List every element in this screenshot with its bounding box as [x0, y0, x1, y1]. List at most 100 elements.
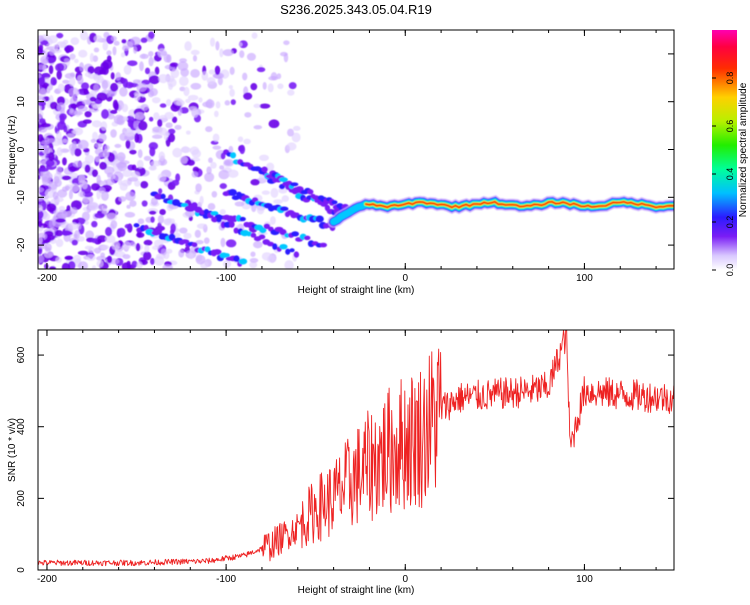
spectrogram-cell — [165, 122, 173, 129]
spectrogram-cell — [228, 84, 234, 90]
spectrogram-cell — [163, 133, 168, 141]
spectrogram-cell — [204, 172, 215, 183]
spectrogram-cell — [283, 40, 290, 46]
spectrogram-cell — [72, 160, 83, 168]
spectrogram-cell — [41, 73, 51, 78]
spectrogram-cell — [267, 83, 274, 93]
spectrogram-cell — [85, 99, 92, 106]
spectrogram-cell — [220, 152, 226, 160]
snr-x-tick-label-2: 0 — [402, 574, 408, 585]
spectrogram-cell — [106, 50, 112, 56]
spectrogram-cell — [93, 35, 103, 43]
spectrogram-cell — [72, 254, 82, 263]
spectrogram-cell — [144, 245, 150, 253]
spectrogram-cell — [289, 248, 295, 253]
spectrogram-cell — [246, 52, 256, 61]
spectrogram-cell — [39, 87, 47, 98]
spectrogram-cell — [38, 109, 44, 119]
spectrogram-cell — [269, 216, 276, 225]
spectrogram-x-label: Height of straight line (km) — [298, 285, 415, 296]
spectrogram-cell — [179, 227, 188, 234]
spectrogram-cell — [233, 227, 239, 234]
spectrogram-cell — [158, 73, 169, 84]
spectrogram-cell — [85, 230, 94, 240]
spectrogram-cell — [130, 171, 141, 178]
spectrogram-cell — [77, 236, 85, 242]
spectrogram-cell — [57, 189, 68, 198]
spectrogram-cell — [136, 159, 144, 169]
spectrogram-cell — [129, 241, 136, 247]
spectrogram-cell — [41, 176, 49, 186]
spectrogram-cell — [141, 200, 148, 207]
spectrogram-cell — [38, 175, 41, 180]
spectrogram-cell — [151, 96, 161, 104]
spectrogram-cell — [109, 109, 118, 115]
spectrogram-cell — [88, 201, 99, 211]
spectrogram-cell — [171, 116, 178, 123]
spectrogram-cell — [148, 31, 155, 40]
spectrogram-cell — [307, 189, 314, 195]
spectrogram-cell — [87, 65, 95, 74]
spectrogram-cell — [57, 209, 67, 219]
spectrogram-cell — [102, 148, 110, 159]
spectrogram-cell — [178, 249, 185, 258]
spectrogram-cell — [224, 160, 231, 166]
spectrogram-cell — [287, 128, 294, 137]
spectrogram-y-label: Frequency (Hz) — [7, 116, 18, 185]
spectrogram-cell — [125, 191, 136, 201]
spectrogram-cell — [39, 140, 50, 145]
spectrogram-cell — [148, 116, 154, 122]
spectrogram-cell — [315, 215, 324, 223]
spectrogram-cell — [185, 98, 191, 104]
spectrogram-cell — [44, 247, 51, 252]
spectrogram-cell — [211, 190, 218, 198]
colorbar-ticks: 0.0 0.2 0.4 0.6 0.8 — [712, 72, 735, 276]
spectrogram-cell — [137, 149, 143, 159]
spectrogram-cell — [80, 31, 89, 41]
spectrogram-cell — [124, 129, 134, 138]
spectrogram-cell — [81, 82, 90, 90]
spectrogram-cell — [38, 159, 42, 165]
spectrogram-cell — [82, 196, 89, 206]
spectrogram-cell — [183, 232, 192, 239]
spectrogram-cell — [159, 103, 167, 108]
spectrogram-cell — [38, 73, 42, 79]
spectrogram-cell — [70, 37, 80, 45]
spectrogram-cell — [131, 164, 137, 171]
spectrogram-cell — [122, 45, 130, 51]
spectrogram-cell — [78, 49, 88, 58]
spectrogram-cell — [131, 260, 138, 268]
spectrogram-cell — [102, 41, 109, 51]
spectrogram-cell — [44, 188, 56, 199]
spectrogram-cell — [133, 223, 140, 228]
spectrogram-cell — [123, 64, 132, 75]
spectrogram-cell — [38, 101, 46, 107]
spectrogram-cell — [158, 127, 168, 136]
spectrogram-cell — [253, 125, 263, 130]
spectrogram-cell — [67, 222, 79, 230]
spectrogram-cell — [195, 239, 204, 245]
spectrogram-cell — [49, 49, 55, 56]
spectrogram-cell — [303, 235, 311, 241]
spectrogram-cell — [229, 66, 235, 76]
spectrogram-cell — [150, 197, 158, 206]
spectrogram-cell — [98, 187, 106, 194]
spectrogram-cell — [42, 58, 49, 64]
spectrogram-cell — [210, 161, 217, 169]
spectrogram-cell — [228, 145, 234, 154]
spectrogram-cell — [229, 221, 235, 228]
spectrogram-cell — [139, 53, 149, 60]
spectrogram-cell — [54, 229, 63, 237]
spectrogram-cell — [104, 234, 116, 243]
spectrogram-cell — [56, 102, 66, 112]
spectrogram-cell — [57, 83, 65, 92]
spectrogram-cell — [127, 177, 139, 182]
spectrogram-cell — [47, 138, 56, 143]
spectrogram-cell — [55, 238, 64, 248]
spectrogram-cell — [92, 104, 99, 110]
spectrogram-cell — [290, 182, 299, 187]
snr-x-ticks: -200 -100 0 100 — [37, 330, 657, 585]
spectrogram-cell — [261, 252, 273, 261]
spectrogram-cell — [94, 142, 103, 149]
spectrogram-cell — [38, 35, 44, 43]
